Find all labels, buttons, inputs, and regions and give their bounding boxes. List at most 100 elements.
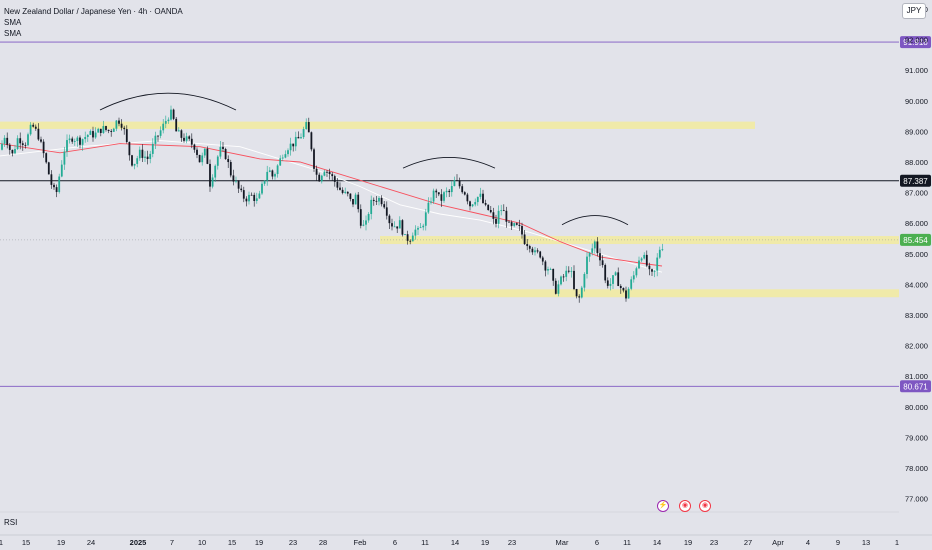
currency-button[interactable]: JPY xyxy=(902,3,926,19)
candle-body xyxy=(331,174,334,177)
time-axis-tick: 6 xyxy=(393,538,397,547)
price-axis-tick: 77.000 xyxy=(905,495,928,504)
candle-body xyxy=(250,194,253,196)
candle-body xyxy=(661,249,664,251)
candle-body xyxy=(45,153,48,163)
candle-body xyxy=(396,226,399,229)
candle-body xyxy=(242,190,245,199)
candle-body xyxy=(214,165,217,178)
time-axis-tick: 19 xyxy=(684,538,692,547)
candle-body xyxy=(489,210,492,213)
candle-body xyxy=(346,191,349,194)
candle-body xyxy=(469,201,471,207)
time-axis-tick: 19 xyxy=(481,538,489,547)
flash-icon[interactable]: ⚡ xyxy=(657,500,669,512)
candle-body xyxy=(320,175,323,182)
candle-body xyxy=(570,270,573,272)
candle-body xyxy=(500,210,503,212)
candle-body xyxy=(357,194,360,210)
candle-body xyxy=(458,180,461,187)
candle-body xyxy=(112,128,115,132)
candle-body xyxy=(105,126,107,130)
time-axis-tick: 27 xyxy=(744,538,752,547)
candle-body xyxy=(586,256,588,275)
candle-body xyxy=(640,258,643,261)
candle-body xyxy=(656,257,659,271)
candle-body xyxy=(349,193,352,199)
candle-body xyxy=(515,223,518,225)
candle-body xyxy=(432,190,435,202)
candle-body xyxy=(651,269,653,272)
candle-body xyxy=(606,280,609,286)
candle-body xyxy=(648,265,651,270)
candle-body xyxy=(339,187,341,190)
candle-body xyxy=(34,126,37,129)
candle-body xyxy=(99,128,102,133)
rsi-pane-label[interactable]: RSI xyxy=(4,518,18,527)
time-axis-tick: 6 xyxy=(595,538,599,547)
candle-body xyxy=(544,261,547,271)
candle-body xyxy=(588,252,591,257)
candle-body xyxy=(528,246,531,249)
candle-body xyxy=(505,210,508,222)
price-axis-tick: 91.000 xyxy=(905,66,928,75)
candle-body xyxy=(302,129,305,138)
economic-event-icon[interactable]: ◉ xyxy=(699,500,711,512)
candle-body xyxy=(55,187,58,193)
candle-body xyxy=(190,138,193,145)
candle-body xyxy=(279,158,282,166)
time-axis-tick: 11 xyxy=(421,538,429,547)
candle-body xyxy=(370,199,373,215)
sma-slow-line xyxy=(0,140,663,273)
candle-body xyxy=(8,144,11,150)
level-price-tag xyxy=(900,380,931,393)
levels-layer xyxy=(0,41,899,387)
candle-body xyxy=(596,241,599,254)
candle-body xyxy=(120,123,123,128)
candle-body xyxy=(643,254,646,259)
time-axis-tick: 7 xyxy=(170,538,174,547)
candle-body xyxy=(362,224,365,226)
sma-indicator-2[interactable]: SMA xyxy=(4,29,22,38)
candle-body xyxy=(167,119,170,122)
candle-body xyxy=(144,156,146,158)
candle-body xyxy=(276,165,279,175)
candle-body xyxy=(125,129,128,143)
candle-body xyxy=(653,270,656,272)
candle-body xyxy=(32,124,35,127)
candle-body xyxy=(146,156,149,159)
price-axis-tick: 83.000 xyxy=(905,311,928,320)
candle-body xyxy=(575,289,578,297)
candle-body xyxy=(141,149,144,158)
candle-body xyxy=(162,123,165,131)
candle-body xyxy=(435,190,438,193)
candle-body xyxy=(536,250,539,252)
candle-body xyxy=(81,139,84,145)
sma-layer xyxy=(0,140,663,273)
candle-body xyxy=(484,202,487,205)
candle-body xyxy=(448,190,451,193)
candle-body xyxy=(53,184,55,188)
candle-body xyxy=(531,248,534,253)
candle-body xyxy=(502,210,505,212)
economic-event-icon[interactable]: ◉ xyxy=(679,500,691,512)
candle-body xyxy=(510,222,513,226)
candle-body xyxy=(367,214,370,221)
candle-body xyxy=(557,284,560,294)
symbol-title[interactable]: New Zealand Dollar / Japanese Yen · 4h ·… xyxy=(4,7,183,16)
candle-body xyxy=(271,170,274,177)
candle-body xyxy=(591,248,594,253)
candle-body xyxy=(110,130,113,132)
candle-body xyxy=(632,275,635,280)
candle-body xyxy=(466,194,469,202)
candle-body xyxy=(180,130,183,138)
time-axis-tick: 28 xyxy=(319,538,327,547)
sma-indicator-1[interactable]: SMA xyxy=(4,18,22,27)
candle-body xyxy=(476,196,479,203)
time-axis-tick: 14 xyxy=(653,538,661,547)
candle-body xyxy=(474,202,477,205)
candle-body xyxy=(229,162,232,176)
candle-body xyxy=(313,149,315,169)
candle-body xyxy=(554,280,557,294)
